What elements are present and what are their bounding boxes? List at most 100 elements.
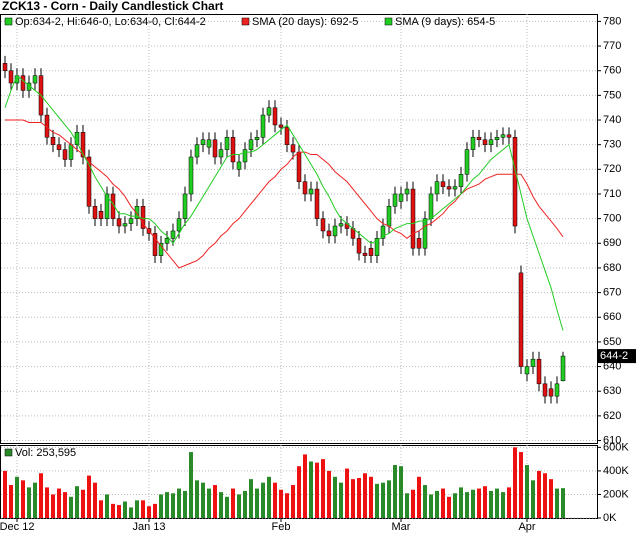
- volume-bar: [201, 482, 205, 518]
- candle-body: [380, 225, 386, 239]
- candle-body: [284, 127, 290, 145]
- volume-bar: [375, 483, 379, 518]
- y-tick-label: 700: [603, 213, 621, 225]
- y-tick-label: 740: [603, 114, 621, 126]
- y-tick-label: 620: [603, 410, 621, 422]
- candle-body: [362, 252, 368, 256]
- legend-entry: SMA (20 days): 692-5: [252, 16, 358, 28]
- candle-body: [446, 186, 452, 190]
- candle-body: [488, 139, 494, 145]
- candle-body: [398, 193, 404, 202]
- volume-bar: [303, 454, 307, 518]
- volume-bar: [237, 494, 241, 518]
- y-tick-label: 0K: [603, 512, 617, 524]
- candle-body: [536, 358, 542, 385]
- volume-bar: [69, 496, 73, 518]
- candle-body: [56, 144, 62, 150]
- x-tick-label: Feb: [272, 521, 291, 533]
- volume-bar: [21, 480, 25, 518]
- volume-bar: [27, 487, 31, 518]
- candle-body: [386, 206, 392, 227]
- volume-bar: [465, 492, 469, 518]
- y-tick-label: 640: [603, 360, 621, 372]
- candle-body: [212, 139, 218, 158]
- candle-body: [68, 144, 74, 160]
- candle-body: [428, 193, 434, 219]
- volume-bar: [471, 489, 475, 518]
- volume-bar: [417, 476, 421, 518]
- volume-bar: [315, 462, 319, 518]
- candle-body: [176, 218, 182, 232]
- volume-bar: [57, 488, 61, 518]
- candle-body: [242, 149, 248, 163]
- volume-bar: [249, 479, 253, 518]
- legend-swatch: [241, 17, 250, 26]
- y-tick-label: 200K: [603, 488, 629, 500]
- candle-body: [410, 188, 416, 249]
- candle-body: [122, 223, 128, 227]
- candle-body: [194, 144, 200, 158]
- volume-bar: [267, 476, 271, 518]
- candle-body: [518, 272, 524, 367]
- volume-bar: [33, 482, 37, 518]
- candle-body: [374, 238, 380, 256]
- candle-body: [8, 70, 14, 84]
- candle-body: [542, 383, 548, 397]
- volume-bar: [123, 501, 127, 518]
- volume-bar: [45, 487, 49, 518]
- volume-bar: [489, 490, 493, 518]
- candle-body: [266, 107, 272, 116]
- legend-swatch: [4, 17, 13, 26]
- volume-bar: [513, 447, 517, 518]
- volume-bar: [195, 480, 199, 518]
- candle-body: [482, 139, 488, 145]
- candle-body: [470, 137, 476, 150]
- volume-bar: [285, 493, 289, 518]
- volume-bar: [447, 496, 451, 518]
- volume-bar: [297, 466, 301, 518]
- candle-body: [278, 124, 284, 128]
- y-tick-label: 630: [603, 385, 621, 397]
- volume-bar: [87, 475, 91, 518]
- candle-body: [506, 134, 512, 138]
- volume-bar: [477, 488, 481, 518]
- candle-body: [554, 383, 560, 397]
- volume-bar: [261, 482, 265, 518]
- volume-bar: [153, 503, 157, 518]
- volume-bar: [459, 487, 463, 518]
- volume-bar: [135, 500, 139, 518]
- candle-body: [80, 132, 86, 158]
- candle-body: [206, 139, 212, 148]
- volume-bar: [423, 485, 427, 518]
- volume-bar: [483, 486, 487, 518]
- y-tick-label: 600K: [603, 441, 629, 453]
- volume-bar: [177, 488, 181, 518]
- volume-bar: [111, 503, 115, 518]
- volume-bar: [129, 507, 133, 518]
- volume-bar: [369, 476, 373, 518]
- y-tick-label: 610: [603, 434, 621, 446]
- volume-legend: Vol: 253,595: [15, 447, 76, 459]
- volume-bar: [225, 496, 229, 518]
- volume-bar: [339, 482, 343, 518]
- y-tick-label: 770: [603, 40, 621, 52]
- volume-bar: [555, 488, 559, 518]
- candle-body: [332, 225, 338, 237]
- volume-bar: [453, 493, 457, 518]
- y-tick-label: 680: [603, 262, 621, 274]
- candle-body: [476, 137, 482, 140]
- volume-bar: [501, 492, 505, 518]
- volume-bar: [405, 493, 409, 518]
- candle-body: [86, 156, 92, 207]
- candle-body: [302, 181, 308, 195]
- volume-bar: [81, 489, 85, 518]
- volume-bar: [351, 479, 355, 518]
- volume-bar: [441, 488, 445, 518]
- candle-body: [494, 137, 500, 140]
- candle-body: [164, 238, 170, 244]
- volume-bar: [117, 505, 121, 518]
- volume-bar: [381, 482, 385, 518]
- candle-body: [182, 193, 188, 219]
- x-tick-label: Jan 13: [132, 521, 165, 533]
- last-price-label: 644-2: [600, 350, 628, 362]
